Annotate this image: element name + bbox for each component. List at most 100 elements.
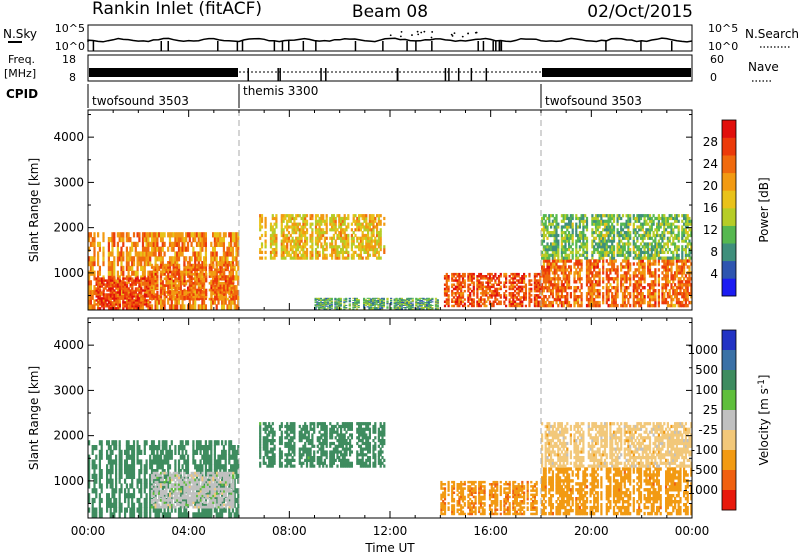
heatmap-cell — [179, 304, 182, 310]
heatmap-cell — [287, 239, 291, 243]
heatmap-cell — [652, 262, 655, 266]
heatmap-cell — [163, 293, 166, 296]
heatmap-cell — [634, 242, 637, 246]
heatmap-cell — [524, 298, 527, 301]
heatmap-cell — [472, 275, 475, 278]
heatmap-cell — [688, 242, 691, 246]
heatmap-cell — [596, 245, 599, 249]
heatmap-cell — [463, 298, 466, 301]
heatmap-cell — [580, 283, 583, 287]
heatmap-cell — [539, 279, 542, 282]
heatmap-cell — [219, 266, 222, 269]
heatmap-cell — [568, 280, 571, 284]
heatmap-cell — [339, 305, 342, 307]
heatmap-cell — [616, 231, 619, 235]
heatmap-cell — [612, 236, 616, 240]
heatmap-cell — [125, 265, 128, 271]
heatmap-cell — [323, 248, 326, 252]
heatmap-cell — [190, 270, 193, 274]
heatmap-cell — [553, 242, 556, 246]
heatmap-cell — [363, 298, 366, 300]
heatmap-cell — [108, 295, 111, 298]
heatmap-cell — [587, 274, 590, 278]
heatmap-cell — [661, 271, 664, 275]
heatmap-cell — [221, 272, 224, 276]
heatmap-cell — [514, 272, 517, 276]
heatmap-cell — [614, 286, 617, 290]
heatmap-cell — [461, 277, 465, 280]
heatmap-cell — [203, 291, 206, 294]
heatmap-cell — [318, 250, 321, 254]
heatmap-cell — [178, 297, 181, 301]
heatmap-cell — [311, 245, 314, 249]
heatmap-cell — [456, 302, 459, 306]
heatmap-cell — [616, 233, 619, 238]
heatmap-cell — [566, 225, 569, 229]
heatmap-cell — [555, 271, 558, 275]
heatmap-cell — [111, 281, 114, 284]
heatmap-cell — [596, 265, 599, 269]
heatmap-cell — [555, 259, 558, 263]
heatmap-cell — [122, 285, 125, 288]
heatmap-cell — [321, 299, 324, 301]
heatmap-cell — [163, 232, 166, 238]
heatmap-cell — [295, 222, 298, 226]
heatmap-cell — [629, 280, 632, 284]
heatmap-cell — [560, 300, 563, 305]
heatmap-cell — [102, 261, 105, 267]
heatmap-cell — [512, 300, 515, 303]
heatmap-cell — [210, 251, 213, 257]
heatmap-cell — [632, 271, 635, 275]
heatmap-cell — [582, 216, 585, 221]
heatmap-cell — [445, 279, 448, 282]
heatmap-cell — [447, 294, 450, 297]
heatmap-cell — [528, 300, 531, 303]
heatmap-cell — [230, 294, 233, 300]
heatmap-cell — [535, 272, 538, 276]
heatmap-cell — [370, 245, 373, 249]
heatmap-cell — [679, 303, 682, 308]
heatmap-cell — [154, 272, 157, 276]
heatmap-cell — [133, 293, 136, 296]
heatmap-cell — [458, 272, 461, 276]
heatmap-cell — [684, 228, 687, 232]
heatmap-cell — [492, 289, 495, 293]
heatmap-cell — [605, 297, 608, 302]
heatmap-cell — [127, 232, 130, 238]
heatmap-cell — [174, 281, 177, 285]
heatmap-cell — [602, 300, 605, 305]
heatmap-cell — [490, 292, 493, 295]
heatmap-cell — [316, 231, 319, 235]
heatmap-cell — [663, 297, 666, 302]
heatmap-cell — [627, 228, 630, 232]
heatmap-cell — [636, 300, 639, 305]
heatmap-cell — [167, 297, 170, 301]
heatmap-cell — [368, 248, 371, 252]
heatmap-cell — [447, 298, 450, 301]
heatmap-cell — [643, 242, 646, 246]
heatmap-cell — [593, 268, 596, 272]
heatmap-cell — [305, 239, 309, 243]
heatmap-cell — [555, 297, 558, 302]
heatmap-cell — [163, 297, 166, 301]
heatmap-cell — [555, 292, 558, 296]
heatmap-cell — [98, 280, 101, 286]
heatmap-cell — [490, 285, 493, 289]
heatmap-cell — [345, 299, 348, 301]
heatmap-cell — [286, 214, 289, 218]
heatmap-cell — [550, 265, 553, 269]
heatmap-cell — [330, 307, 333, 309]
heatmap-cell — [641, 256, 644, 260]
heatmap-cell — [368, 222, 371, 226]
heatmap-cell — [550, 253, 553, 257]
heatmap-cell — [677, 277, 680, 281]
heatmap-cell — [237, 304, 240, 310]
heatmap-cell — [674, 289, 677, 293]
heatmap-cell — [377, 219, 380, 223]
heatmap-cell — [681, 259, 684, 263]
heatmap-cell — [523, 279, 526, 282]
heatmap-cell — [546, 231, 549, 235]
heatmap-cell — [553, 236, 556, 240]
heatmap-cell — [125, 256, 128, 262]
heatmap-cell — [510, 302, 513, 306]
